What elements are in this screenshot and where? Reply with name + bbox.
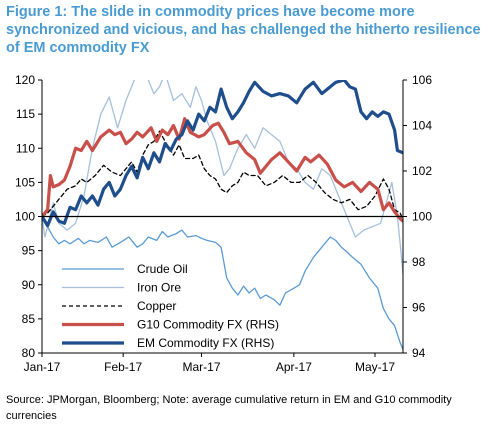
y-right-tick-label: 100 (412, 210, 432, 224)
legend-label: G10 Commodity FX (RHS) (137, 318, 279, 332)
series-line-iron-ore (42, 80, 403, 276)
y-left-tick-label: 85 (22, 312, 36, 326)
y-left-tick-label: 95 (22, 244, 36, 258)
figure-title: Figure 1: The slide in commodity prices … (6, 4, 481, 56)
x-tick-label: May-17 (355, 360, 395, 374)
y-right-tick-label: 98 (412, 255, 426, 269)
x-tick-label: Mar-17 (183, 360, 221, 374)
y-left-tick-label: 100 (15, 210, 35, 224)
legend-label: EM Commodity FX (RHS) (137, 336, 274, 350)
legend-label: Iron Ore (137, 281, 181, 295)
y-left-tick-label: 115 (16, 107, 35, 121)
y-left-tick-label: 80 (22, 346, 36, 360)
y-left-tick-label: 120 (15, 73, 35, 87)
y-left-tick-label: 90 (22, 278, 36, 292)
legend-label: Copper (137, 299, 176, 313)
x-tick-label: Jan-17 (24, 360, 61, 374)
legend: Crude Oil Iron Ore Copper G10 Commodity FX … (62, 262, 279, 350)
series-line-em-commodity-fx-rhs (42, 80, 403, 228)
y-axis-left: 80 85 90 95 100 105 110 115 120 (15, 73, 42, 360)
y-right-tick-label: 106 (412, 73, 432, 87)
legend-label: Crude Oil (137, 262, 188, 276)
y-right-tick-label: 104 (412, 119, 432, 133)
series-lines (42, 80, 403, 351)
x-axis: Jan-17 Feb-17 Mar-17 Apr-17 May-17 (24, 353, 395, 374)
y-right-tick-label: 94 (412, 346, 426, 360)
series-line-copper (42, 130, 403, 221)
y-left-tick-label: 110 (16, 141, 35, 155)
source-note: Source: JPMorgan, Bloomberg; Note: avera… (6, 394, 452, 422)
y-axis-right: 94 96 98 100 102 104 106 (403, 73, 432, 360)
y-right-tick-label: 102 (412, 164, 432, 178)
y-right-tick-label: 96 (412, 301, 426, 315)
commodity-fx-line-chart: 80 85 90 95 100 105 110 115 120 94 96 98 100 102 104 1… (15, 73, 432, 374)
x-tick-label: Apr-17 (276, 360, 312, 374)
series-line-g10-commodity-fx-rhs (42, 117, 403, 223)
y-left-tick-label: 105 (15, 175, 35, 189)
x-tick-label: Feb-17 (104, 360, 142, 374)
series-line-crude-oil (42, 215, 403, 351)
